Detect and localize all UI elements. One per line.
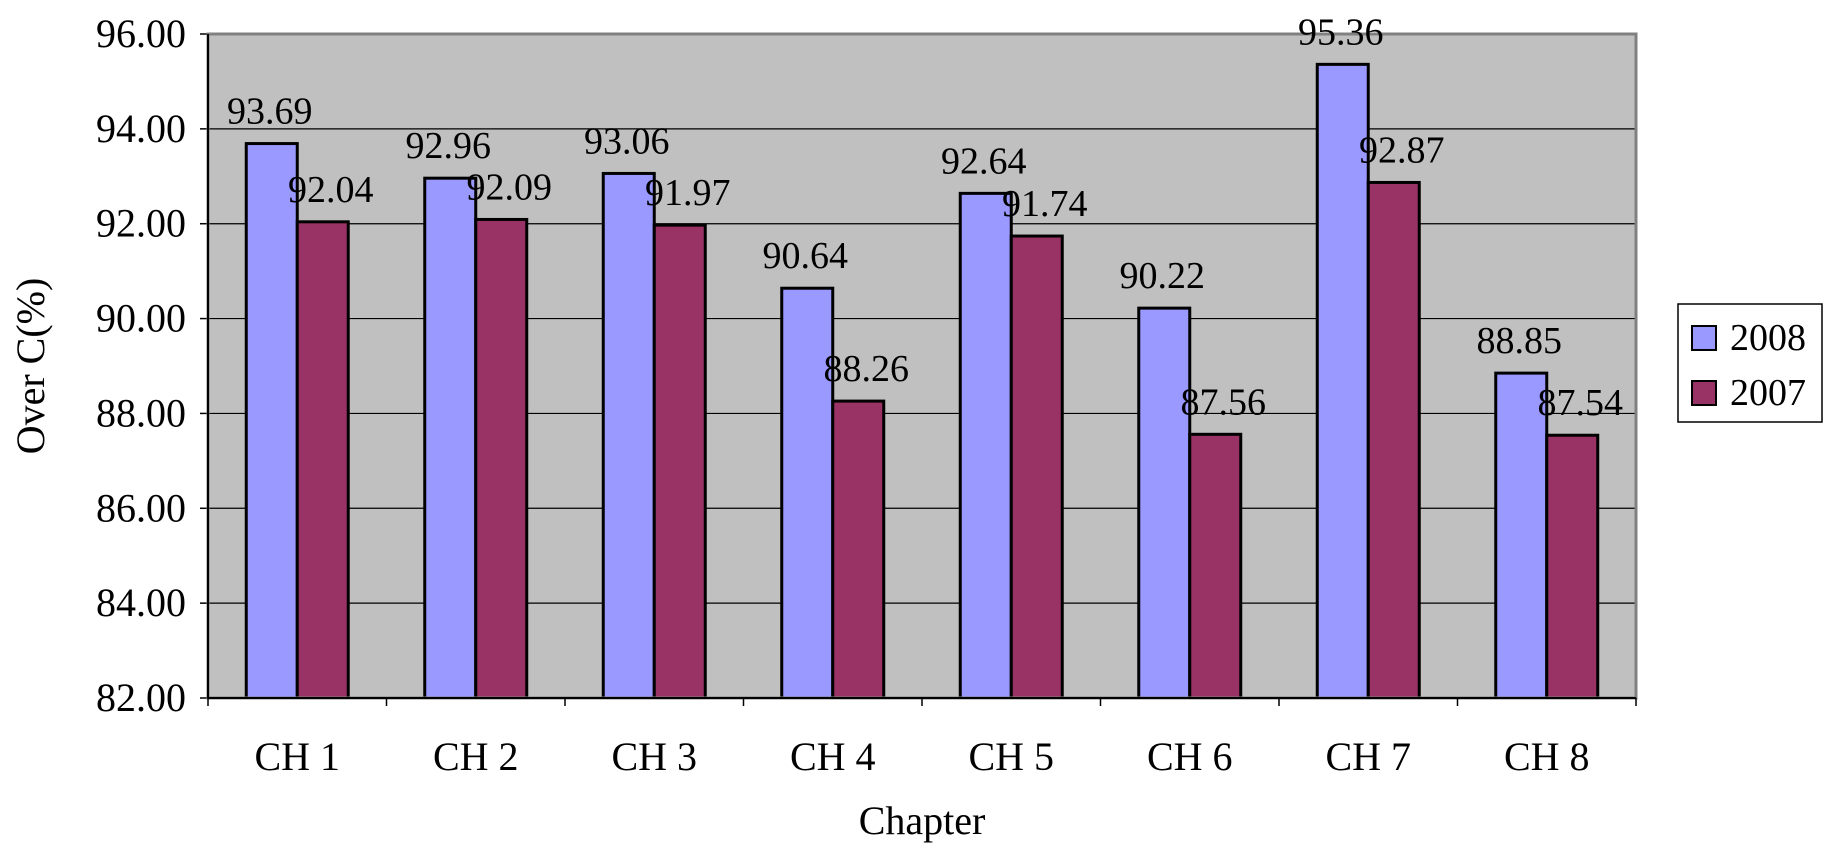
legend-label-2007: 2007: [1730, 372, 1806, 414]
bar-2008-ch5: [958, 191, 1013, 700]
data-label: 95.36: [1298, 11, 1384, 53]
bar-2008-ch3: [601, 171, 656, 700]
y-tick-label: 84.00: [96, 580, 186, 625]
bar-2008-ch4: [780, 286, 835, 700]
legend-swatch-2008: [1691, 325, 1717, 351]
legend-swatch-2007: [1691, 380, 1717, 406]
x-axis-title: Chapter: [859, 798, 986, 843]
bar-2007-ch8: [1545, 433, 1600, 700]
x-tick-label: CH 3: [611, 734, 697, 779]
legend: 2008 2007: [1677, 303, 1823, 423]
bar-2007-ch4: [831, 399, 886, 700]
y-tick-label: 82.00: [96, 675, 186, 720]
y-tick-label: 92.00: [96, 201, 186, 246]
data-label: 92.04: [288, 169, 374, 211]
x-tick-label: CH 5: [968, 734, 1054, 779]
x-tick-label: CH 1: [254, 734, 340, 779]
x-tick-label: CH 7: [1325, 734, 1411, 779]
y-tick-label: 94.00: [96, 106, 186, 151]
bar-2007-ch2: [474, 217, 529, 700]
data-label: 92.87: [1359, 129, 1445, 171]
data-label: 91.74: [1002, 183, 1088, 225]
y-tick-label: 88.00: [96, 390, 186, 435]
data-label: 90.22: [1120, 255, 1206, 297]
bar-2008-ch6: [1137, 306, 1192, 700]
bar-2008-ch8: [1494, 371, 1549, 700]
data-label: 92.09: [467, 166, 553, 208]
data-label: 88.85: [1477, 320, 1563, 362]
data-label: 93.06: [584, 120, 670, 162]
data-label: 93.69: [227, 91, 313, 133]
x-tick-labels: CH 1 CH 2 CH 3 CH 4 CH 5 CH 6 CH 7 CH 8: [254, 734, 1589, 779]
axes: [206, 32, 1638, 706]
y-tick-label: 96.00: [96, 11, 186, 56]
bar-2007-ch3: [652, 223, 707, 700]
y-axis-title: Over C(%): [8, 278, 53, 455]
data-label: 91.97: [645, 172, 731, 214]
data-label: 92.64: [941, 140, 1027, 182]
bar-2007-ch6: [1188, 432, 1243, 700]
x-tick-label: CH 8: [1504, 734, 1590, 779]
x-tick-label: CH 2: [433, 734, 519, 779]
bar-2007-ch7: [1366, 180, 1421, 700]
x-tick-label: CH 4: [790, 734, 876, 779]
y-tick-label: 86.00: [96, 485, 186, 530]
x-tick-label: CH 6: [1147, 734, 1233, 779]
bar-2007-ch1: [295, 220, 350, 700]
bar-2008-ch1: [244, 142, 299, 700]
y-tick-labels: 82.00 84.00 86.00 88.00 90.00 92.00 94.00 96.00: [96, 11, 186, 720]
data-label: 88.26: [824, 348, 910, 390]
data-label: 90.64: [763, 235, 849, 277]
y-tick-label: 90.00: [96, 296, 186, 341]
bar-2007-ch5: [1009, 234, 1064, 700]
bars: [244, 62, 1600, 700]
data-label: 87.54: [1538, 382, 1624, 424]
legend-label-2008: 2008: [1730, 317, 1806, 359]
data-label: 92.96: [406, 125, 492, 167]
bar-2008-ch2: [423, 176, 478, 700]
data-label: 87.56: [1181, 381, 1267, 423]
